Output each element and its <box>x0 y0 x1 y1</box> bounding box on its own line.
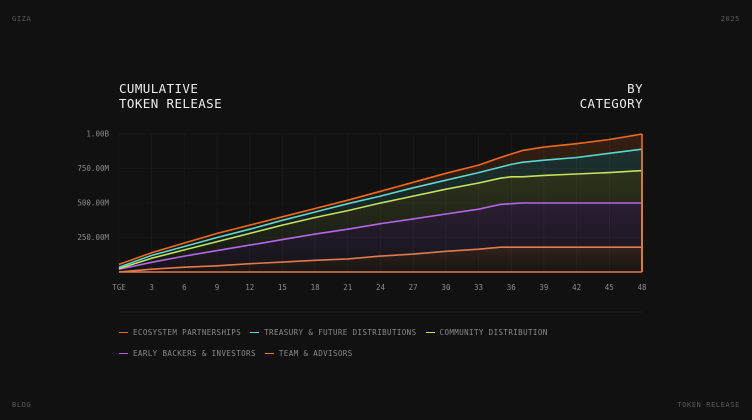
x-tick-label: 42 <box>572 283 581 292</box>
legend-swatch <box>119 331 128 334</box>
y-tick-label: 750.00M <box>77 164 109 173</box>
x-tick-label: 21 <box>343 283 352 292</box>
x-tick-label: 18 <box>311 283 321 292</box>
legend-label: COMMUNITY DISTRIBUTION <box>439 328 548 337</box>
legend-label: ECOSYSTEM PARTNERSHIPS <box>133 328 242 337</box>
year-label: 2025 <box>720 15 740 23</box>
y-tick-label: 250.00M <box>77 233 109 242</box>
legend-swatch <box>250 331 260 334</box>
legend-row-2: EARLY BACKERS & INVESTORS TEAM & ADVISORS <box>119 349 362 358</box>
legend-swatch <box>119 352 128 355</box>
series-line-early-backers-investors <box>118 202 642 270</box>
y-tick-label: 500.00M <box>77 199 109 208</box>
legend-label: EARLY BACKERS & INVESTORS <box>133 349 256 358</box>
x-tick-label: 24 <box>376 283 386 292</box>
x-tick-label: 3 <box>149 283 154 292</box>
x-tick-label: 9 <box>215 283 220 292</box>
blog-link[interactable]: BLOG <box>12 401 32 409</box>
area-ecosystem-partnerships <box>119 134 642 268</box>
chart-title-line-1: CUMULATIVE <box>119 81 199 96</box>
legend-swatch <box>425 331 435 334</box>
legend-item: EARLY BACKERS & INVESTORS <box>119 349 256 358</box>
legend-item: ECOSYSTEM PARTNERSHIPS <box>119 328 241 337</box>
series-line-ecosystem-partnerships <box>118 133 643 266</box>
x-tick-label: 33 <box>474 283 483 292</box>
legend-item: TEAM & ADVISORS <box>264 349 353 358</box>
series-line-community-distribution <box>118 169 643 270</box>
legend-item: COMMUNITY DISTRIBUTION <box>425 328 548 337</box>
area-team-advisors <box>119 247 642 272</box>
series-line-team-advisors <box>118 246 642 273</box>
x-tick-label: TGE <box>112 283 126 292</box>
legend-row-1: ECOSYSTEM PARTNERSHIPS TREASURY & FUTURE … <box>119 328 557 337</box>
x-tick-label: 48 <box>637 283 647 292</box>
series-line-treasury-future-distributions <box>118 148 643 268</box>
x-tick-label: 15 <box>278 283 287 292</box>
chart-subtitle-line-1: BY <box>627 81 643 96</box>
legend-label: TEAM & ADVISORS <box>278 349 353 358</box>
section-label: TOKEN RELEASE <box>677 401 740 409</box>
x-tick-label: 12 <box>245 283 254 292</box>
brand-label: GIZA <box>12 15 32 23</box>
legend-item: TREASURY & FUTURE DISTRIBUTIONS <box>250 328 416 337</box>
legend-swatch <box>264 352 274 355</box>
x-tick-label: 36 <box>507 283 517 292</box>
x-tick-label: 39 <box>539 283 548 292</box>
x-tick-label: 30 <box>441 283 451 292</box>
chart-subtitle-line-2: CATEGORY <box>579 96 643 111</box>
chart-title-line-2: TOKEN RELEASE <box>119 96 223 111</box>
x-tick-label: 6 <box>182 283 187 292</box>
x-tick-label: 45 <box>605 283 614 292</box>
area-early-backers-investors <box>119 203 642 272</box>
area-treasury-future-distributions <box>119 149 642 269</box>
y-tick-label: 1.00B <box>86 130 109 139</box>
legend-label: TREASURY & FUTURE DISTRIBUTIONS <box>264 328 417 337</box>
x-tick-label: 27 <box>409 283 418 292</box>
